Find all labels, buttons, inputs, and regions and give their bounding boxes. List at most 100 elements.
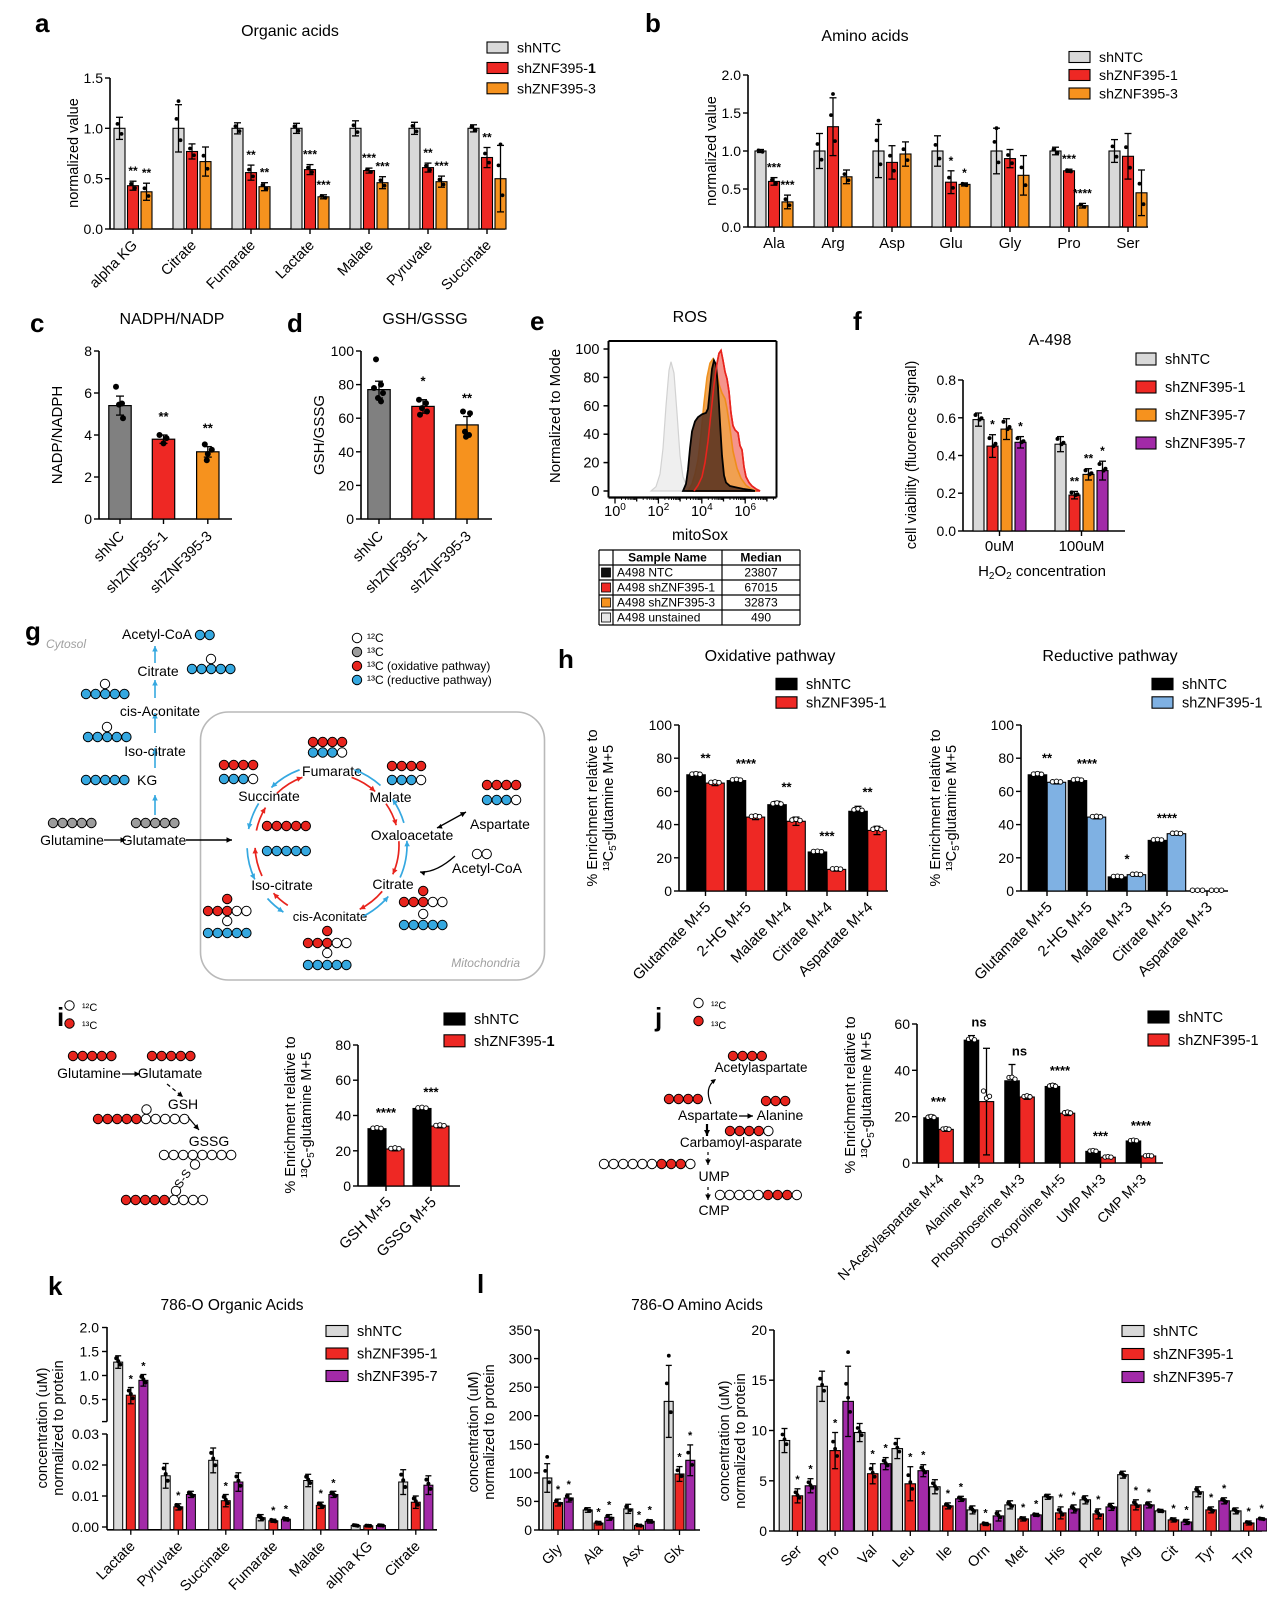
svg-text:Ser: Ser <box>778 1542 805 1569</box>
svg-text:Fumarate: Fumarate <box>204 238 259 293</box>
svg-text:*: * <box>884 1443 889 1455</box>
svg-text:**: ** <box>462 391 473 406</box>
svg-text:Citrate: Citrate <box>382 1539 424 1581</box>
svg-text:*: * <box>1034 1498 1039 1510</box>
svg-text:**: ** <box>158 409 169 424</box>
svg-text:*: * <box>949 154 954 168</box>
svg-text:a: a <box>35 8 50 38</box>
svg-text:shNC: shNC <box>350 529 387 566</box>
svg-text:CMP: CMP <box>698 1202 729 1218</box>
svg-text:*: * <box>596 1506 601 1518</box>
svg-text:80: 80 <box>338 377 354 393</box>
svg-text:Amino acids: Amino acids <box>821 28 908 45</box>
svg-text:*: * <box>908 1452 913 1464</box>
svg-text:*: * <box>921 1450 926 1462</box>
svg-text:shZNF395-7: shZNF395-7 <box>357 1369 438 1385</box>
svg-text:0: 0 <box>346 511 354 527</box>
svg-text:67015: 67015 <box>744 581 778 595</box>
svg-text:¹²C: ¹²C <box>711 1000 726 1012</box>
svg-text:l: l <box>477 1269 484 1299</box>
svg-text:0uM: 0uM <box>985 538 1014 555</box>
svg-text:Normalized to Mode: Normalized to Mode <box>547 349 564 483</box>
svg-text:100uM: 100uM <box>1059 538 1105 555</box>
svg-text:60: 60 <box>335 1072 351 1088</box>
svg-text:Ala: Ala <box>580 1541 607 1568</box>
svg-text:2.0: 2.0 <box>722 67 742 83</box>
svg-text:Ser: Ser <box>1116 235 1139 252</box>
svg-text:*: * <box>284 1504 289 1516</box>
svg-text:*: * <box>1209 1492 1214 1504</box>
svg-text:shZNF395-1: shZNF395-1 <box>357 1347 438 1363</box>
svg-text:Median: Median <box>740 551 781 565</box>
svg-text:*: * <box>808 1464 813 1476</box>
svg-text:shNTC: shNTC <box>806 677 851 693</box>
svg-text:80: 80 <box>583 370 599 386</box>
svg-text:A498 unstained: A498 unstained <box>617 611 700 625</box>
svg-text:*: * <box>567 1479 572 1491</box>
svg-text:0: 0 <box>343 1178 351 1194</box>
svg-text:Met: Met <box>1003 1543 1031 1571</box>
svg-text:**: ** <box>203 421 214 436</box>
svg-text:Glu: Glu <box>939 235 962 252</box>
svg-text:Val: Val <box>855 1543 880 1568</box>
svg-text:*: * <box>1124 851 1130 866</box>
svg-text:Mitochondria: Mitochondria <box>451 956 520 970</box>
svg-text:shZNF395-7: shZNF395-7 <box>1165 436 1246 452</box>
svg-text:Glx: Glx <box>661 1541 688 1568</box>
svg-text:c: c <box>30 308 44 338</box>
svg-text:Organic acids: Organic acids <box>241 23 339 40</box>
svg-text:% Enrichment relative to: % Enrichment relative to <box>585 729 601 886</box>
svg-text:1.0: 1.0 <box>722 143 742 159</box>
svg-text:60: 60 <box>338 410 354 426</box>
svg-text:0: 0 <box>524 1522 532 1538</box>
svg-text:100: 100 <box>649 717 673 733</box>
svg-text:¹³C5-glutamine M+5: ¹³C5-glutamine M+5 <box>859 1032 877 1158</box>
svg-text:Fumarate: Fumarate <box>226 1539 281 1593</box>
svg-text:2: 2 <box>84 469 92 485</box>
svg-text:2.0: 2.0 <box>80 1320 100 1336</box>
svg-text:alpha KG: alpha KG <box>322 1539 376 1593</box>
svg-text:h: h <box>558 644 574 674</box>
svg-text:0.01: 0.01 <box>72 1488 99 1504</box>
svg-text:0: 0 <box>591 484 599 500</box>
svg-text:Citrate: Citrate <box>158 238 200 280</box>
svg-text:¹²C: ¹²C <box>367 631 384 645</box>
svg-text:0: 0 <box>1006 883 1014 899</box>
svg-text:*: * <box>1260 1503 1265 1515</box>
svg-text:ns: ns <box>1012 1044 1027 1059</box>
svg-text:0.5: 0.5 <box>722 181 742 197</box>
svg-text:¹³C (oxidative pathway): ¹³C (oxidative pathway) <box>367 659 490 673</box>
svg-text:Succinate: Succinate <box>238 788 300 804</box>
svg-text:Fumarate: Fumarate <box>302 763 362 779</box>
svg-text:****: **** <box>1050 1063 1071 1078</box>
svg-text:****: **** <box>1077 756 1098 771</box>
svg-text:20: 20 <box>583 456 599 472</box>
svg-text:Pyruvate: Pyruvate <box>384 238 436 290</box>
svg-text:50: 50 <box>516 1493 532 1509</box>
svg-text:¹³C: ¹³C <box>367 645 384 659</box>
svg-text:*: * <box>271 1505 276 1517</box>
svg-text:Citrate: Citrate <box>137 663 178 679</box>
svg-text:20: 20 <box>751 1322 767 1338</box>
svg-text:Ile: Ile <box>934 1543 956 1565</box>
svg-text:Trp: Trp <box>1230 1543 1256 1569</box>
svg-text:concentration (uM): concentration (uM) <box>466 1372 482 1493</box>
svg-text:80: 80 <box>998 750 1014 766</box>
svg-text:*: * <box>990 418 995 432</box>
svg-text:NADPH/NADP: NADPH/NADP <box>120 311 225 328</box>
svg-text:**: ** <box>260 166 270 180</box>
svg-text:A498 shZNF395-3: A498 shZNF395-3 <box>617 596 715 610</box>
svg-text:*: * <box>1072 1490 1077 1502</box>
svg-text:*: * <box>141 1361 146 1373</box>
svg-text:**: ** <box>862 784 873 799</box>
svg-text:i: i <box>57 1002 64 1032</box>
svg-text:**: ** <box>142 166 152 180</box>
svg-text:20: 20 <box>335 1143 351 1159</box>
svg-text:shZNF395-1: shZNF395-1 <box>517 61 596 77</box>
svg-text:40: 40 <box>894 1062 910 1078</box>
svg-text:*: * <box>962 166 967 180</box>
svg-text:***: *** <box>362 151 376 165</box>
svg-text:Iso-citrate: Iso-citrate <box>124 743 186 759</box>
svg-text:***: *** <box>931 1094 947 1109</box>
svg-text:100: 100 <box>575 342 599 358</box>
